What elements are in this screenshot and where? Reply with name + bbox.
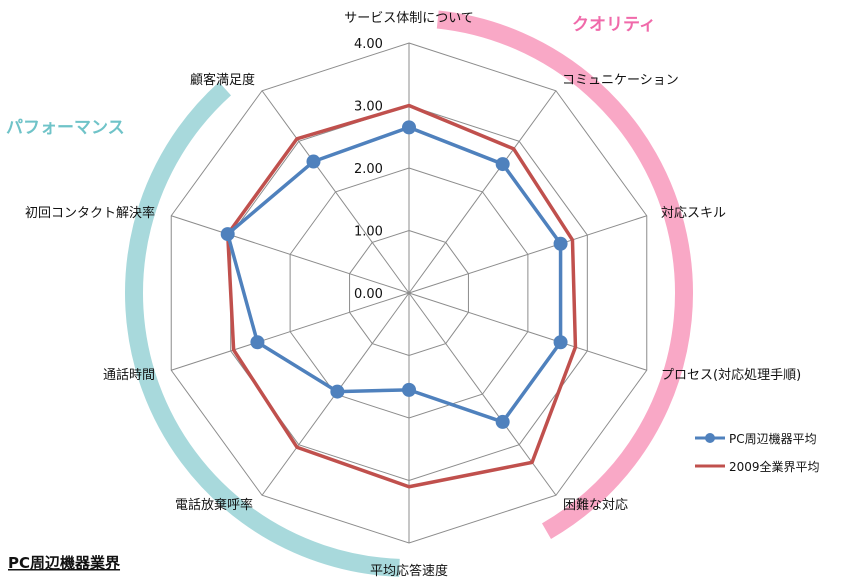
series-line: [225, 125, 563, 424]
series-point: [402, 120, 416, 135]
group-label-performance: パフォーマンス: [6, 118, 125, 138]
axis-label: 初回コンタクト解決率: [25, 205, 155, 221]
spoke: [261, 90, 410, 294]
series-point: [553, 236, 568, 251]
legend-marker: [705, 433, 715, 443]
group-arcs: [125, 10, 693, 577]
group-label-quality: クオリティ: [572, 15, 656, 35]
series-point: [306, 154, 321, 169]
series-point: [402, 382, 416, 397]
spoke: [408, 215, 647, 294]
axis-label: 通話時間: [103, 367, 155, 383]
radar-series: [220, 103, 578, 489]
spoke: [408, 292, 557, 496]
tick-labels: 0.00 1.00 2.00 3.00 4.00: [354, 37, 383, 302]
axis-label: 電話放棄呼率: [175, 497, 253, 513]
series-line: [225, 103, 578, 489]
axis-label: 顧客満足度: [190, 72, 255, 88]
spoke: [171, 215, 410, 294]
tick-label: 3.00: [354, 100, 383, 115]
legend-label: 2009全業界平均: [729, 459, 820, 474]
tick-label: 2.00: [354, 162, 383, 177]
series-point: [495, 414, 510, 429]
axis-label: 困難な対応: [563, 498, 628, 513]
footer-title: PC周辺機器業界: [8, 554, 120, 572]
spoke: [408, 90, 557, 294]
legend-label: PC周辺機器平均: [729, 431, 817, 446]
axis-label: 対応スキル: [661, 206, 726, 221]
axis-label: コミュニケーション: [562, 73, 679, 88]
spoke: [171, 292, 410, 371]
arc-quality: [436, 10, 693, 539]
series-point: [250, 335, 265, 350]
legend: PC周辺機器平均 2009全業界平均: [695, 431, 820, 474]
axis-label: プロセス(対応処理手順): [661, 368, 801, 383]
axis-label: サービス体制について: [344, 11, 474, 26]
axis-label: 平均応答速度: [370, 563, 448, 579]
arc-performance: [125, 81, 400, 577]
series-point: [220, 227, 235, 242]
spoke: [408, 292, 647, 371]
tick-label: 4.00: [354, 37, 383, 52]
tick-label: 1.00: [354, 225, 383, 240]
series-point: [553, 335, 568, 350]
series-point: [330, 384, 345, 399]
tick-label: 0.00: [354, 287, 383, 302]
series-point: [495, 157, 510, 172]
